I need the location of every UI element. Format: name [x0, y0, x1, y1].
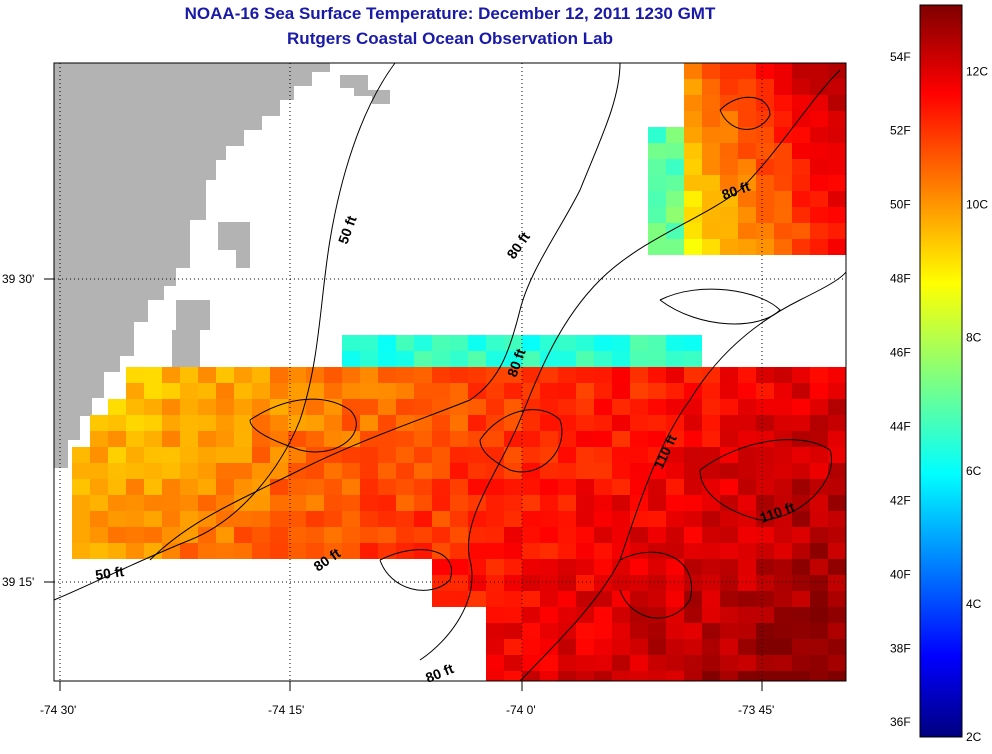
contour-inner-5	[619, 551, 692, 619]
map-area: 50 ft 80 ft 80 ft 80 ft 110 ft 110 ft 50…	[2, 62, 847, 717]
colorbar-celsius-label: 10C	[966, 198, 988, 212]
contour-80ft-east-line	[419, 69, 841, 661]
colorbar-fahrenheit-label: 40F	[890, 567, 911, 581]
colorbar-fahrenheit-label: 44F	[890, 419, 911, 433]
colorbar-celsius-labels: 12C 10C 8C 6C 4C 2C	[966, 65, 988, 744]
land-mass	[54, 63, 330, 468]
contour-inner-7	[659, 288, 781, 325]
lon-tick-label: -74 30'	[40, 703, 76, 717]
land-peninsula	[340, 75, 390, 104]
map-subtitle: Rutgers Coastal Ocean Observation Lab	[287, 29, 613, 48]
colorbar-celsius-label: 4C	[966, 597, 982, 611]
colorbar-celsius-label: 6C	[966, 464, 982, 478]
colorbar-fahrenheit-label: 46F	[890, 346, 911, 360]
contour-inner-6	[379, 549, 453, 591]
map-title: NOAA-16 Sea Surface Temperature: Decembe…	[184, 4, 716, 23]
contour-inner-4	[719, 96, 771, 130]
lat-tick-label: 39 15'	[2, 575, 34, 589]
contour-110ft-line	[519, 271, 847, 682]
land-island	[218, 222, 250, 268]
lon-tick-label: -73 45'	[738, 703, 774, 717]
colorbar-fahrenheit-label: 36F	[890, 715, 911, 729]
contour-inner-1	[249, 398, 357, 453]
contour-80ft-west-line	[149, 62, 621, 561]
colorbar-fahrenheit-label: 48F	[890, 272, 911, 286]
lat-tick-label: 39 30'	[2, 272, 34, 286]
colorbar: 54F 52F 50F 48F 46F 44F 42F 40F 38F 36F 12C 10C 8C 6…	[890, 4, 988, 744]
colorbar-fahrenheit-label: 50F	[890, 198, 911, 212]
colorbar-gradient	[919, 4, 963, 738]
contour-label-50ft-south: 50 ft	[94, 563, 125, 583]
colorbar-fahrenheit-labels: 54F 52F 50F 48F 46F 44F 42F 40F 38F 36F	[890, 50, 911, 729]
bathymetry-contours	[53, 62, 847, 682]
lon-tick-label: -74 0'	[506, 703, 536, 717]
contour-50ft-line	[53, 62, 396, 601]
colorbar-fahrenheit-label: 54F	[890, 50, 911, 64]
contour-inner-3	[699, 439, 832, 521]
colorbar-fahrenheit-label: 42F	[890, 493, 911, 507]
colorbar-fahrenheit-label: 38F	[890, 641, 911, 655]
colorbar-fahrenheit-label: 52F	[890, 124, 911, 138]
colorbar-celsius-label: 2C	[966, 730, 982, 744]
axis-ticks	[44, 278, 763, 691]
sst-pixel-layer	[72, 63, 846, 681]
map-border	[53, 62, 847, 682]
colorbar-celsius-label: 8C	[966, 331, 982, 345]
lon-tick-label: -74 15'	[268, 703, 304, 717]
colorbar-celsius-label: 12C	[966, 65, 988, 79]
graticule	[54, 63, 846, 681]
contour-inner-2	[479, 409, 563, 473]
